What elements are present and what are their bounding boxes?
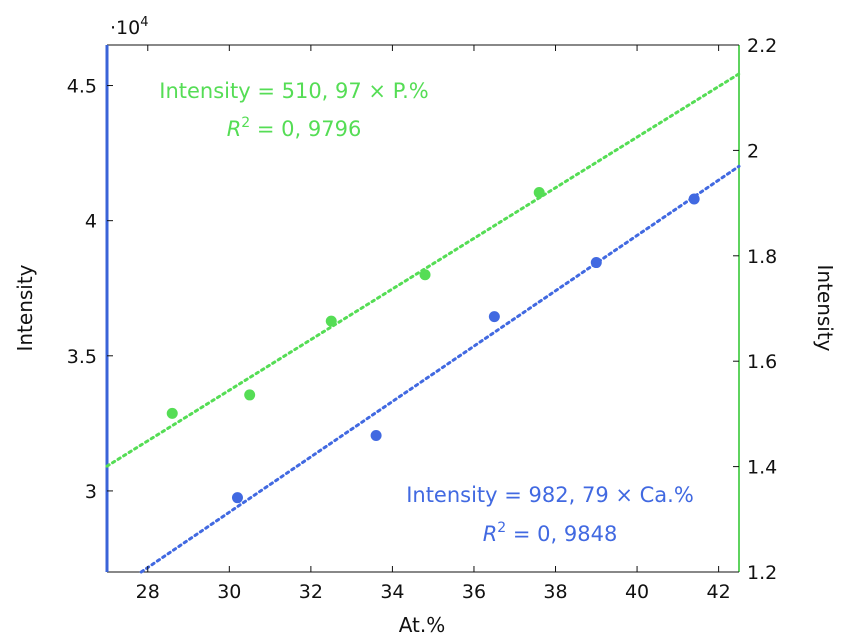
x-tick-label: 30 [217,581,241,603]
blue-fit-r2: R2 = 0, 9848 [483,520,618,546]
y-left-tick-label: 4 [85,211,97,233]
blue-data-point [688,193,700,205]
green-data-point [533,187,545,199]
green-fit-r2: R2 = 0, 9796 [227,115,362,141]
green-r2-label: R [227,117,242,141]
y-multiplier-exp: 4 [140,15,148,30]
blue-r2-label: R [483,522,498,546]
x-tick-label: 34 [380,581,404,603]
y-multiplier: ·104 [110,15,149,39]
green-r2-value: = 0, 9796 [250,117,361,141]
x-tick-label: 40 [625,581,649,603]
blue-r2-value: = 0, 9848 [506,522,617,546]
blue-data-point [370,430,382,442]
green-data-point [325,315,337,327]
y-right-tick-label: 1.2 [747,562,777,584]
y-right-tick-label: 2 [747,140,759,162]
blue-data-point [590,257,602,269]
ticks: 28 30 32 34 36 38 40 42 3 3.5 4 4.5 1.2 1.4 1.6 1.8 2 2.2 [67,35,777,603]
green-fit-equation: Intensity = 510, 97 × P.% [159,79,428,103]
blue-data-point [488,311,500,323]
y-right-tick-label: 1.4 [747,457,777,479]
y-right-tick-label: 2.2 [747,35,777,57]
points [166,187,700,504]
blue-r2-exp: 2 [497,520,506,536]
y-multiplier-base: ·10 [110,17,140,39]
green-data-point [419,269,431,281]
green-data-point [244,389,256,401]
green-r2-exp: 2 [241,115,250,131]
x-axis-title: At.% [399,613,446,637]
y-axis-title-left: Intensity [13,264,37,351]
y-left-tick-label: 3 [85,481,97,503]
blue-fit-equation: Intensity = 982, 79 × Ca.% [406,483,694,507]
blue-data-point [231,492,243,504]
y-axis-title-right: Intensity [813,264,837,351]
x-tick-label: 42 [707,581,731,603]
y-right-tick-label: 1.6 [747,351,777,373]
x-tick-label: 32 [299,581,323,603]
plot-frame [105,44,740,573]
green-data-point [166,407,178,419]
x-tick-label: 36 [462,581,486,603]
y-right-tick-label: 1.8 [747,246,777,268]
x-tick-label: 28 [136,581,160,603]
x-tick-label: 38 [543,581,567,603]
y-left-tick-label: 3.5 [67,346,97,368]
blue-trendline [139,164,741,574]
y-left-tick-label: 4.5 [67,76,97,98]
